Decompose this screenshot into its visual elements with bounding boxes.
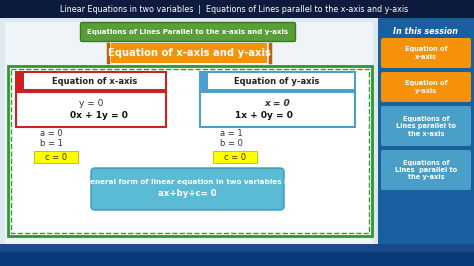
- FancyBboxPatch shape: [200, 72, 355, 90]
- Text: b = 0: b = 0: [220, 139, 243, 148]
- Text: Equation of x-axis and y-axis: Equation of x-axis and y-axis: [108, 48, 271, 58]
- Text: x = 0: x = 0: [264, 98, 290, 107]
- Text: Equation of
x-axis: Equation of x-axis: [405, 46, 447, 60]
- FancyBboxPatch shape: [381, 72, 471, 102]
- Text: 1x + 0y = 0: 1x + 0y = 0: [235, 111, 293, 120]
- FancyBboxPatch shape: [213, 151, 257, 163]
- FancyBboxPatch shape: [200, 92, 355, 127]
- Text: a = 0: a = 0: [40, 128, 63, 138]
- Text: 0x + 1y = 0: 0x + 1y = 0: [70, 111, 128, 120]
- Text: c = 0: c = 0: [224, 152, 246, 161]
- Text: Equation of
y-axis: Equation of y-axis: [405, 80, 447, 94]
- FancyBboxPatch shape: [378, 18, 474, 266]
- Text: c = 0: c = 0: [45, 152, 67, 161]
- FancyBboxPatch shape: [0, 18, 378, 266]
- Text: y = 0: y = 0: [79, 98, 103, 107]
- FancyBboxPatch shape: [16, 72, 166, 90]
- FancyBboxPatch shape: [81, 23, 295, 41]
- FancyBboxPatch shape: [381, 38, 471, 68]
- FancyBboxPatch shape: [111, 43, 267, 63]
- FancyBboxPatch shape: [381, 106, 471, 146]
- FancyBboxPatch shape: [0, 244, 474, 266]
- Text: Equation of x-axis: Equation of x-axis: [52, 77, 137, 85]
- FancyBboxPatch shape: [16, 72, 24, 90]
- FancyBboxPatch shape: [8, 66, 372, 236]
- Text: Equations of
Lines  parallel to
the y-axis: Equations of Lines parallel to the y-axi…: [395, 160, 457, 181]
- Text: Linear Equations in two variables  |  Equations of Lines parallel to the x-axis : Linear Equations in two variables | Equa…: [60, 5, 408, 14]
- Text: In this session: In this session: [393, 27, 458, 36]
- Text: ax+by+c= 0: ax+by+c= 0: [158, 189, 216, 198]
- FancyBboxPatch shape: [0, 252, 474, 266]
- Text: b = 1: b = 1: [40, 139, 63, 148]
- Text: Equation of y-axis: Equation of y-axis: [234, 77, 319, 85]
- FancyBboxPatch shape: [200, 72, 208, 90]
- FancyBboxPatch shape: [34, 151, 78, 163]
- FancyBboxPatch shape: [381, 150, 471, 190]
- FancyBboxPatch shape: [16, 92, 166, 127]
- Text: Equations of Lines Parallel to the x-axis and y-axis: Equations of Lines Parallel to the x-axi…: [87, 29, 289, 35]
- Text: a = 1: a = 1: [220, 128, 243, 138]
- Text: General form of linear equation in two variables is: General form of linear equation in two v…: [83, 179, 291, 185]
- Text: Equations of
Lines parallel to
the x-axis: Equations of Lines parallel to the x-axi…: [396, 115, 456, 136]
- FancyBboxPatch shape: [0, 0, 474, 18]
- FancyBboxPatch shape: [5, 22, 373, 262]
- FancyBboxPatch shape: [91, 168, 284, 210]
